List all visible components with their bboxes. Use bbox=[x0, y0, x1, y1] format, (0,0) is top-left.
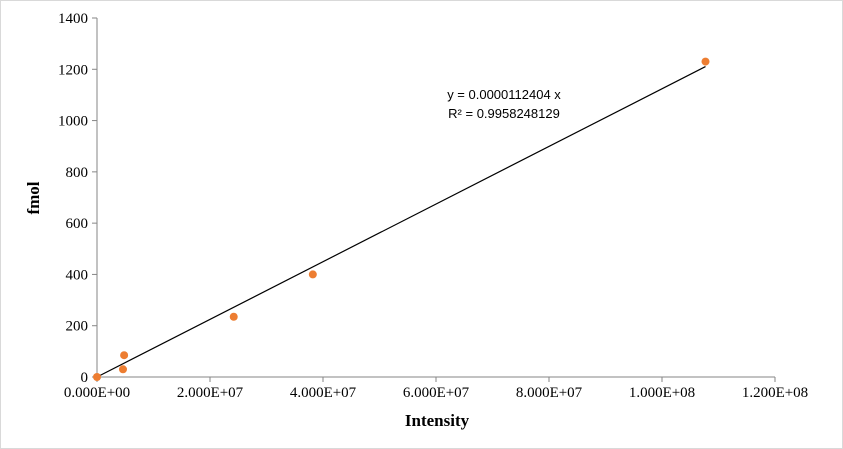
data-point bbox=[120, 351, 129, 360]
y-axis-ticks: 0 200 400 600 800 1000 1200 1400 bbox=[58, 11, 97, 386]
x-tick-label: 1.200E+08 bbox=[742, 385, 808, 401]
y-tick-label: 600 bbox=[66, 216, 89, 232]
y-tick-label: 800 bbox=[66, 165, 89, 181]
y-tick-label: 200 bbox=[66, 319, 89, 335]
x-tick-label: 2.000E+07 bbox=[177, 385, 244, 401]
data-point bbox=[93, 373, 101, 381]
y-tick-label: 400 bbox=[66, 267, 89, 283]
x-tick-label: 4.000E+07 bbox=[290, 385, 357, 401]
data-point bbox=[229, 312, 238, 321]
trendline-r-squared: R² = 0.9958248129 bbox=[448, 106, 560, 121]
data-point bbox=[118, 365, 127, 374]
y-tick-label: 1200 bbox=[58, 62, 88, 78]
x-tick-label: 8.000E+07 bbox=[516, 385, 583, 401]
x-axis-ticks: 0.000E+00 2.000E+07 4.000E+07 6.000E+07 8.00… bbox=[64, 377, 808, 401]
y-tick-label: 1400 bbox=[58, 11, 88, 27]
y-tick-label: 0 bbox=[81, 370, 89, 386]
data-point bbox=[308, 270, 317, 279]
y-tick-label: 1000 bbox=[58, 114, 88, 130]
x-tick-label: 0.000E+00 bbox=[64, 385, 130, 401]
linear-trendline bbox=[96, 66, 706, 378]
data-points bbox=[93, 57, 710, 381]
x-tick-label: 6.000E+07 bbox=[403, 385, 470, 401]
x-axis-title: Intensity bbox=[405, 411, 470, 430]
y-axis-title: fmol bbox=[24, 181, 43, 214]
x-tick-label: 1.000E+08 bbox=[629, 385, 695, 401]
data-point bbox=[701, 57, 710, 66]
trendline-equation: y = 0.0000112404 x bbox=[447, 87, 561, 102]
